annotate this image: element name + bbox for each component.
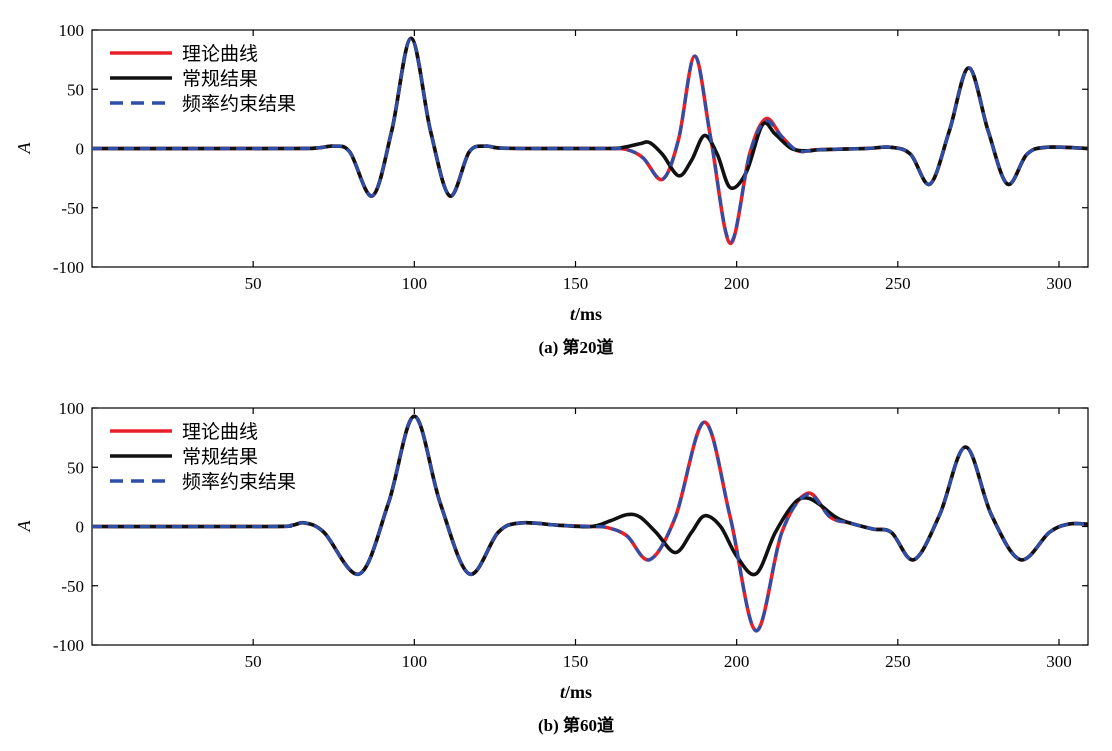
x-axis-label: t/ms	[570, 304, 602, 324]
legend-label: 理论曲线	[182, 421, 258, 443]
x-axis-label-var: t	[560, 682, 566, 702]
y-tick-label: 50	[67, 80, 84, 99]
legend-label: 常规结果	[182, 68, 258, 90]
panel-a: 50 100 150 200 250 300 100 50 0 -50 -100 理论曲线常规结果…	[14, 21, 1089, 357]
legend-label: 频率约束结果	[182, 93, 296, 115]
x-tick-label: 250	[885, 652, 911, 671]
x-tick-label: 250	[885, 274, 911, 293]
x-axis-label: t/ms	[560, 682, 592, 702]
y-tick-label: 100	[59, 21, 85, 40]
y-tick-label: -100	[53, 636, 84, 655]
legend-label: 频率约束结果	[182, 471, 296, 493]
panel-caption: (a) 第20道	[538, 337, 613, 357]
x-tick-label: 200	[724, 274, 750, 293]
y-tick-label: 0	[76, 518, 85, 537]
y-tick-label: 50	[67, 458, 84, 477]
panel-b: 50 100 150 200 250 300 100 50 0 -50 -100 理论曲线常规结果…	[14, 399, 1089, 735]
x-axis-label-var: t	[570, 304, 576, 324]
series-lines	[92, 36, 1088, 246]
legend-label: 理论曲线	[182, 43, 258, 65]
series-line-2	[92, 36, 1088, 244]
y-tick-label: -50	[61, 199, 84, 218]
y-tick-label: 0	[76, 140, 85, 159]
y-ticks: 100 50 0 -50 -100	[53, 399, 1088, 655]
x-tick-label: 300	[1046, 274, 1072, 293]
x-tick-label: 150	[563, 652, 589, 671]
y-tick-label: -100	[53, 258, 84, 277]
series-lines	[92, 414, 1088, 633]
x-tick-label: 50	[245, 652, 262, 671]
x-ticks: 50 100 150 200 250 300	[245, 408, 1072, 671]
x-axis-label-unit: /ms	[574, 304, 602, 324]
x-tick-label: 150	[563, 274, 589, 293]
x-tick-label: 100	[402, 652, 428, 671]
x-tick-label: 200	[724, 652, 750, 671]
x-axis-label-unit: /ms	[564, 682, 592, 702]
x-tick-label: 100	[402, 274, 428, 293]
x-ticks: 50 100 150 200 250 300	[245, 30, 1072, 293]
y-tick-label: 100	[59, 399, 85, 418]
legend-label: 常规结果	[182, 446, 258, 468]
x-tick-label: 50	[245, 274, 262, 293]
panel-caption: (b) 第60道	[538, 715, 614, 735]
y-axis-label: A	[14, 142, 34, 155]
y-ticks: 100 50 0 -50 -100	[53, 21, 1088, 277]
y-axis-label: A	[14, 520, 34, 533]
x-tick-label: 300	[1046, 652, 1072, 671]
y-tick-label: -50	[61, 577, 84, 596]
series-line-2	[92, 414, 1088, 633]
